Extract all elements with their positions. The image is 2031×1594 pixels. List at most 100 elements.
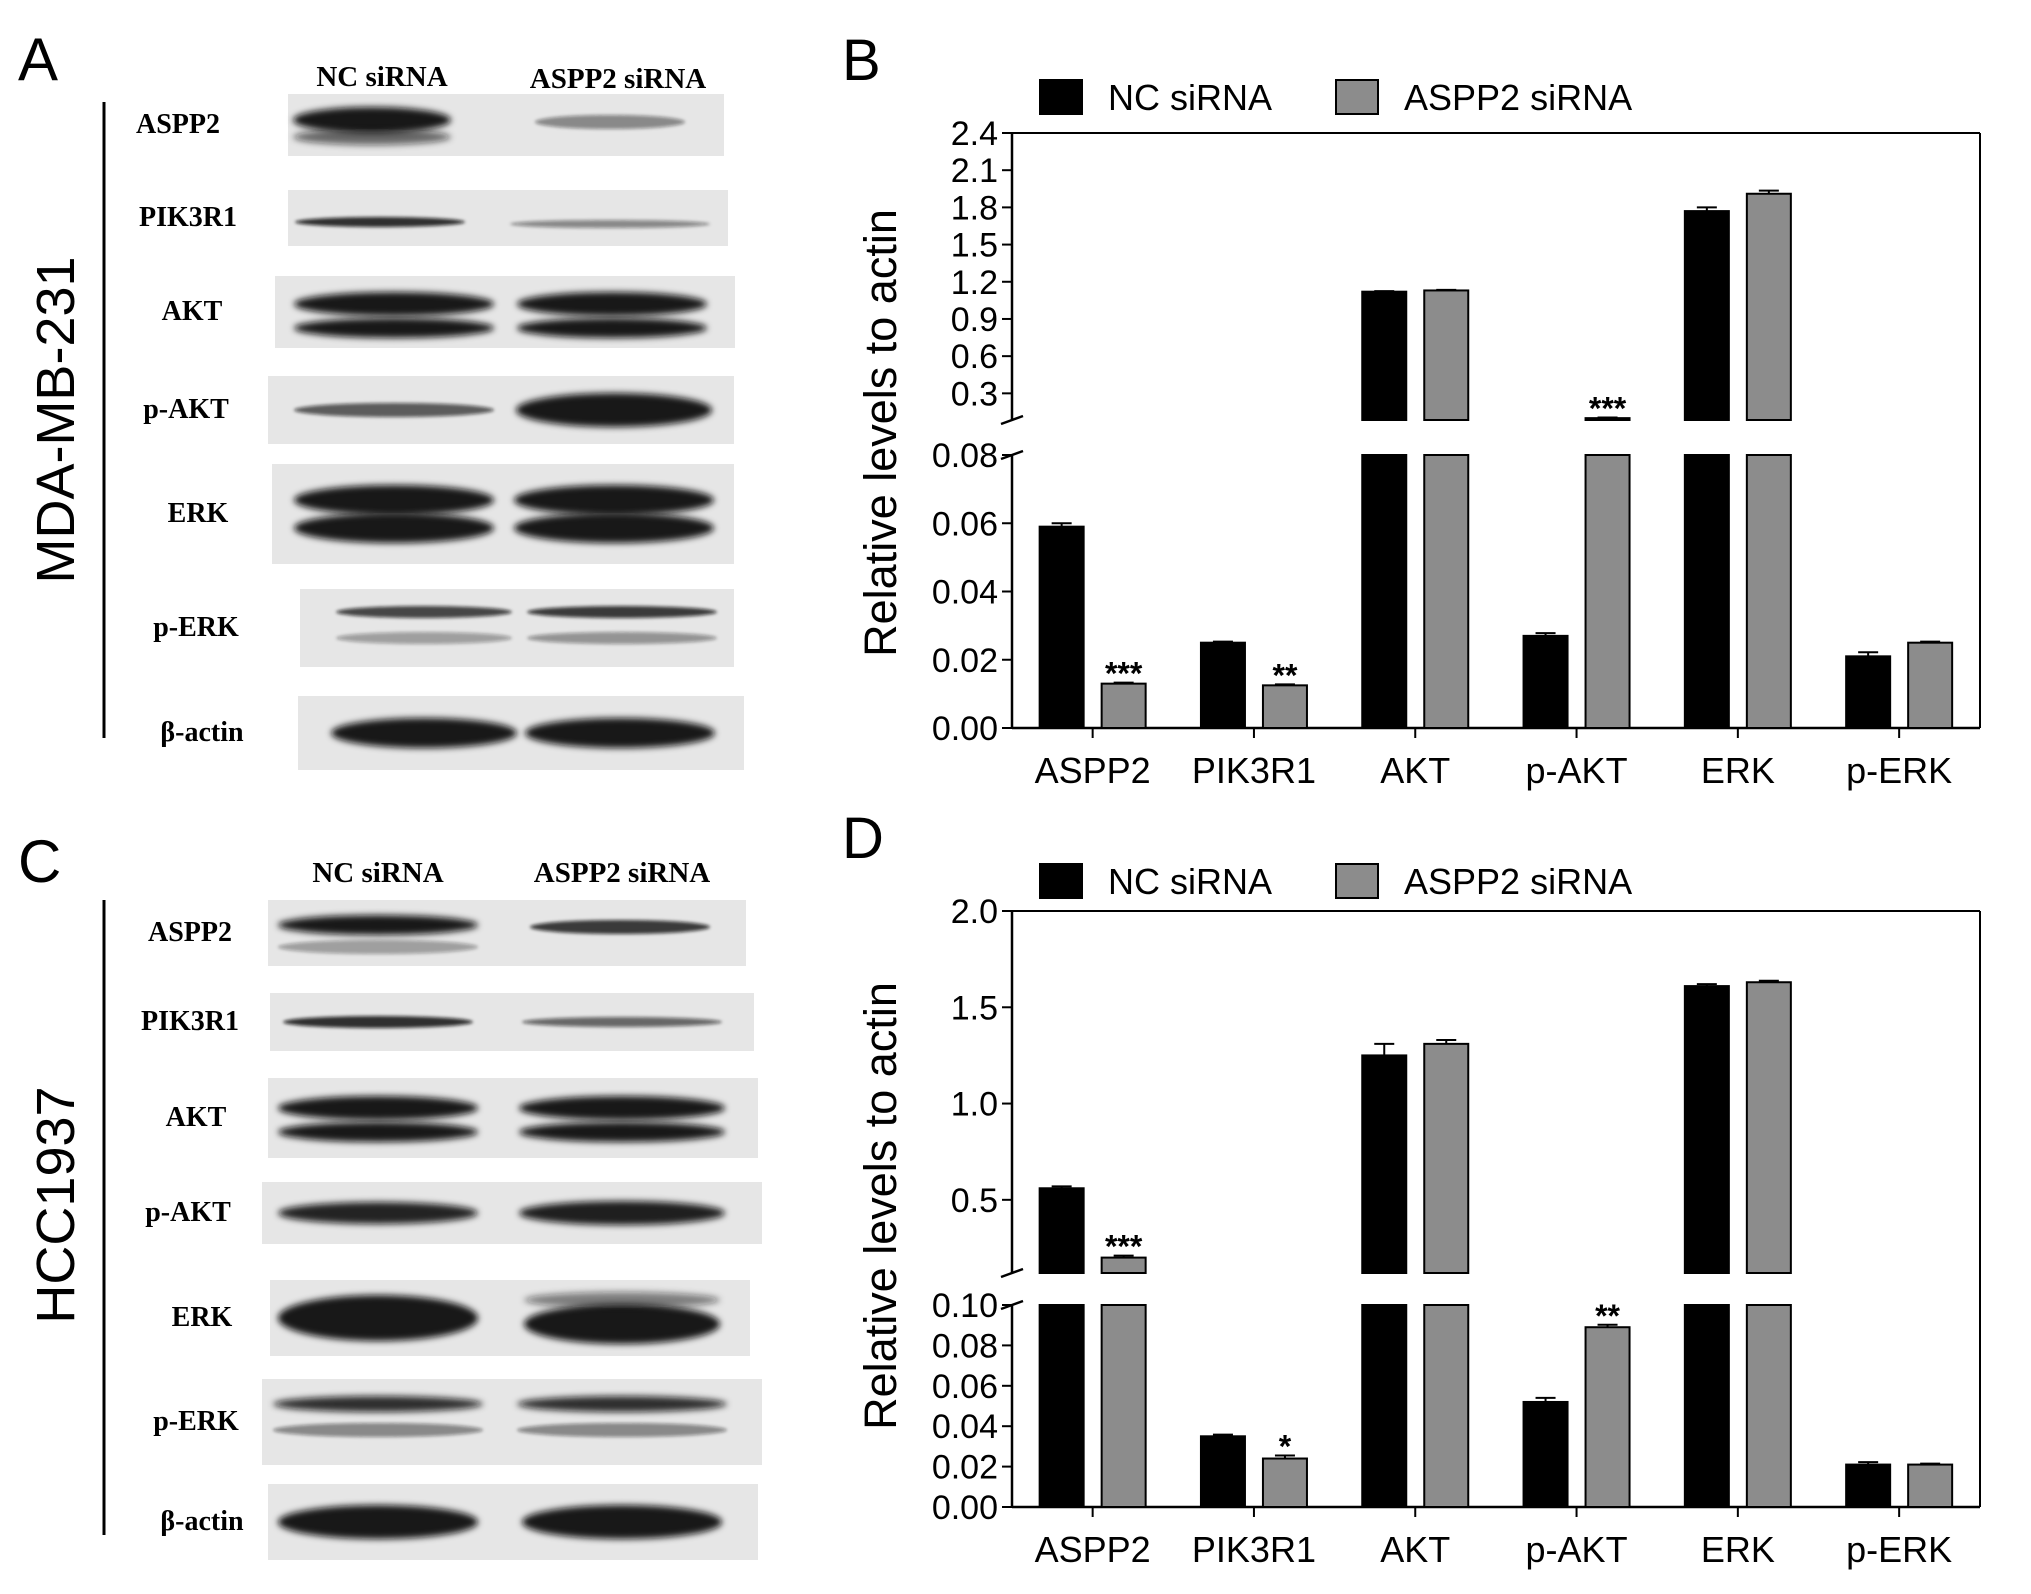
significance-aspp2: ***	[1105, 1229, 1143, 1265]
blot-strip	[272, 464, 734, 564]
band-label-aspp2: ASPP2	[148, 917, 232, 948]
panel-b-plot-area: 0.30.60.91.21.51.82.12.4 0.00 0.02 0.04 0.06…	[932, 115, 1981, 791]
panel-c-lane-nc: NC siRNA	[312, 857, 443, 889]
y-tick-label: 0.00	[932, 1489, 998, 1527]
panel-d-legend-nc: NC siRNA	[1108, 861, 1272, 902]
panel-b-legend-swatch-nc	[1039, 79, 1083, 115]
axis-break-mark	[1000, 1267, 1024, 1279]
panel-d-plot-area: 0.5 1.0 1.5 2.0 0.000.020.040.060.080.10 ASPP…	[932, 893, 1981, 1570]
significance-p-akt: ***	[1589, 391, 1627, 427]
bar-aspp2-erk-lower	[1745, 454, 1792, 729]
panel-c-western-blot: C HCC1937 NC siRNA ASPP2 siRNA ASPP2 PIK3…	[18, 828, 762, 1560]
bar-nc-erk-lower	[1683, 1304, 1730, 1508]
axis-break-mark	[1000, 414, 1024, 426]
y-tick-label: 0.08	[932, 437, 998, 475]
bar-nc-erk-upper	[1683, 210, 1730, 421]
y-tick-label: 0.02	[932, 642, 998, 680]
panel-d-legend-aspp2: ASPP2 siRNA	[1404, 861, 1632, 902]
x-tick-label-akt: AKT	[1380, 1529, 1450, 1570]
x-tick-label-erk: ERK	[1701, 750, 1775, 791]
blot-strip	[300, 589, 734, 667]
bar-nc-p-akt	[1522, 634, 1569, 729]
band-nc-aspp2	[293, 107, 451, 145]
band-aspp2-aspp2	[535, 115, 685, 129]
band-aspp2-p-erk	[517, 1396, 727, 1437]
band-label-aspp2: ASPP2	[136, 109, 220, 140]
band-nc-p-akt	[294, 403, 494, 417]
blot-row-p-erk: p-ERK	[153, 589, 734, 667]
panel-c-blot-strips: ASPP2 PIK3R1 AKT p-AKT ERK p-ERK β-actin	[141, 900, 762, 1560]
bar-aspp2-akt-upper	[1423, 289, 1470, 421]
band-label-akt: AKT	[166, 1102, 227, 1133]
x-tick-label-erk: ERK	[1701, 1529, 1775, 1570]
x-tick-label-akt: AKT	[1380, 750, 1450, 791]
x-tick-label-pik3r1: PIK3R1	[1192, 750, 1316, 791]
band-aspp2-p-akt	[516, 393, 712, 427]
bar-nc-akt-upper	[1361, 290, 1408, 421]
bar-aspp2-erk-lower	[1745, 1304, 1792, 1508]
band-nc-erk	[278, 1295, 478, 1341]
bar-nc-pik3r1	[1199, 1435, 1246, 1509]
blot-row-akt: AKT	[162, 276, 735, 348]
y-tick-label: 0.06	[932, 505, 998, 543]
band-nc-pik3r1	[295, 217, 465, 227]
y-tick-label: 0.5	[951, 1182, 998, 1220]
bar-aspp2-aspp2-lower	[1100, 1304, 1147, 1508]
band-label-p-erk: p-ERK	[153, 1406, 239, 1437]
panel-d-chart: D NC siRNA ASPP2 siRNA Relative levels t…	[842, 806, 1981, 1570]
band-aspp2-erk	[524, 1292, 720, 1344]
x-tick-label-p-akt: p-AKT	[1526, 1529, 1628, 1570]
band-nc-beta-actin	[331, 718, 517, 748]
y-tick-label: 0.04	[932, 574, 998, 612]
x-tick-label-p-erk: p-ERK	[1846, 1529, 1952, 1570]
bar-aspp2-p-erk	[1907, 1463, 1954, 1508]
x-tick-label-aspp2: ASPP2	[1035, 1529, 1151, 1570]
blot-row-beta-actin: β-actin	[160, 1484, 758, 1560]
panel-b-ylabel: Relative levels to actin	[855, 209, 906, 657]
y-tick-label: 1.0	[951, 1086, 998, 1124]
bar-aspp2-pik3r1	[1261, 1457, 1308, 1509]
band-aspp2-beta-actin	[525, 718, 715, 748]
x-tick-label-pik3r1: PIK3R1	[1192, 1529, 1316, 1570]
panel-a-letter: A	[18, 26, 58, 93]
bar-nc-pik3r1	[1199, 641, 1246, 729]
y-tick-label: 2.0	[951, 893, 998, 931]
band-aspp2-erk	[514, 485, 714, 543]
x-tick-label-aspp2: ASPP2	[1035, 750, 1151, 791]
band-nc-p-erk	[273, 1396, 483, 1437]
panel-d-letter: D	[842, 806, 884, 871]
panel-c-letter: C	[18, 828, 61, 895]
bar-aspp2-aspp2	[1100, 682, 1147, 730]
band-aspp2-akt	[517, 292, 707, 338]
band-aspp2-beta-actin	[522, 1505, 722, 1539]
bar-nc-aspp2-upper	[1038, 1187, 1085, 1275]
bar-nc-p-erk	[1845, 1463, 1892, 1508]
bar-aspp2-akt-upper	[1423, 1042, 1470, 1274]
blot-row-pik3r1: PIK3R1	[139, 190, 728, 246]
bar-aspp2-erk-upper	[1745, 981, 1792, 1274]
panel-d-legend-swatch-nc	[1039, 863, 1083, 899]
bar-nc-erk-upper	[1683, 985, 1730, 1275]
bar-nc-akt-upper	[1361, 1054, 1408, 1275]
y-tick-label: 1.2	[951, 264, 998, 302]
band-label-p-akt: p-AKT	[145, 1197, 231, 1228]
blot-strip	[262, 1379, 762, 1465]
band-nc-akt	[294, 292, 494, 338]
y-tick-label: 1.5	[951, 989, 998, 1027]
band-label-p-erk: p-ERK	[153, 612, 239, 643]
band-aspp2-p-akt	[519, 1201, 725, 1225]
x-tick-label-p-akt: p-AKT	[1526, 750, 1628, 791]
significance-p-akt: **	[1595, 1298, 1620, 1334]
blot-row-p-akt: p-AKT	[145, 1182, 762, 1244]
band-aspp2-aspp2	[530, 920, 710, 934]
band-nc-beta-actin	[278, 1505, 478, 1539]
panel-b-letter: B	[842, 28, 881, 93]
y-tick-label: 0.06	[932, 1368, 998, 1406]
blot-row-pik3r1: PIK3R1	[141, 993, 754, 1051]
significance-aspp2: ***	[1105, 656, 1143, 692]
panel-b-legend-swatch-aspp2	[1335, 79, 1379, 115]
bar-aspp2-p-akt-lower	[1584, 454, 1631, 729]
bar-nc-erk-lower	[1683, 454, 1730, 729]
